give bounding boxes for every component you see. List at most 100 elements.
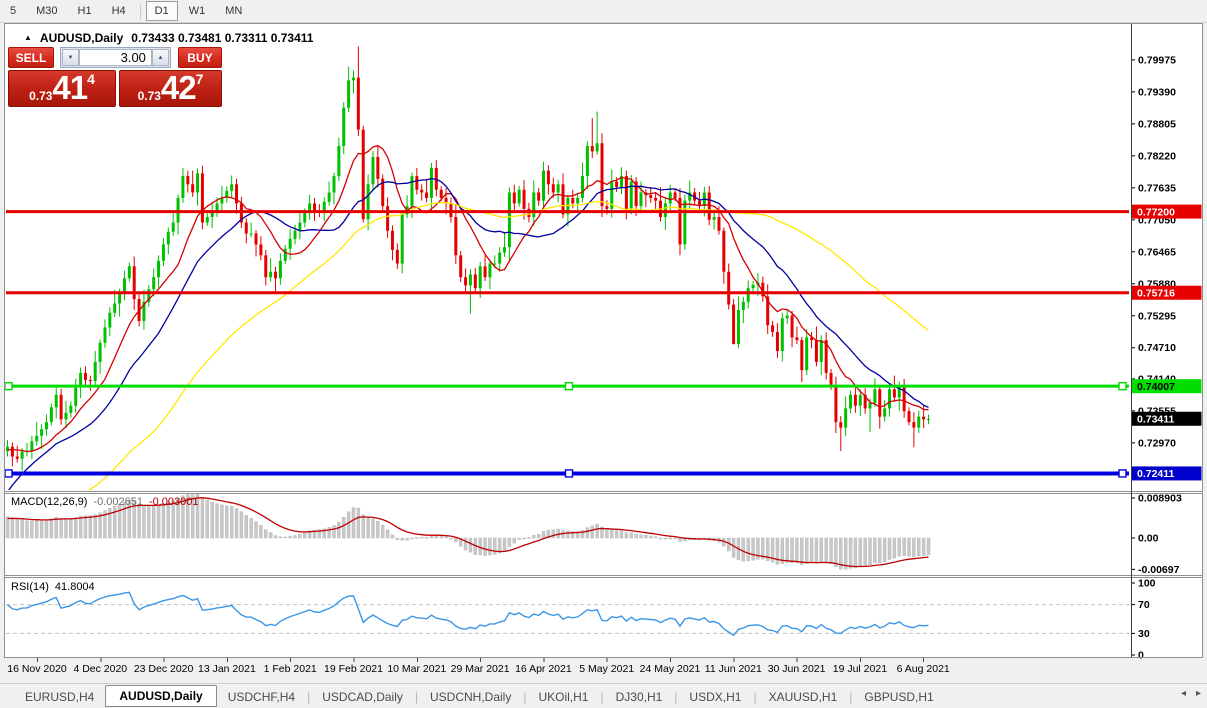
axis-labels: 0.799750.793900.788050.782200.776350.770… xyxy=(1131,54,1202,662)
svg-text:0.77635: 0.77635 xyxy=(1138,182,1176,194)
chart-tab-usdcad-daily[interactable]: USDCAD,Daily xyxy=(322,689,403,704)
chart-tab-usdx-h1[interactable]: USDX,H1 xyxy=(689,689,742,704)
toolbar-separator xyxy=(139,3,141,19)
moving-average-lines xyxy=(7,144,929,490)
tab-scroll-left-icon[interactable]: ◂ xyxy=(1180,688,1186,699)
time-axis-label: 10 Mar 2021 xyxy=(387,663,447,675)
svg-text:0.008903: 0.008903 xyxy=(1138,492,1182,504)
rsi-name: RSI(14) xyxy=(11,581,49,593)
timeframe-button-m30[interactable]: M30 xyxy=(36,5,58,17)
price-badge xyxy=(1131,285,1202,300)
time-axis-label: 11 Jun 2021 xyxy=(704,663,762,675)
tab-scroll-right-icon[interactable]: ▸ xyxy=(1195,688,1201,699)
hline-drag-handle[interactable] xyxy=(564,381,574,391)
chart-tab-gbpusd-h1[interactable]: GBPUSD,H1 xyxy=(864,689,934,704)
sell-price-prefix: 0.73 xyxy=(29,89,53,103)
hline-drag-handle[interactable] xyxy=(4,469,13,478)
tab-separator: | xyxy=(307,689,311,704)
rsi-indicator-label: RSI(14) 41.8004 xyxy=(11,581,95,593)
volume-spinner: ▼ 3.00 ▲ xyxy=(59,47,171,68)
svg-text:30: 30 xyxy=(1138,628,1150,640)
candlestick-series xyxy=(6,46,930,471)
volume-decrease-icon[interactable]: ▼ xyxy=(61,49,79,66)
hline-drag-handle[interactable] xyxy=(4,381,13,391)
chart-tab-dj30-h1[interactable]: DJ30,H1 xyxy=(615,689,663,704)
chart-tab-bar: EURUSD,H4 AUDUSD,Daily USDCHF,H4 | USDCAD,Da… xyxy=(0,683,1207,708)
svg-text:-0.00697: -0.00697 xyxy=(1138,564,1180,576)
svg-text:0.78220: 0.78220 xyxy=(1138,150,1176,162)
svg-text:0.74710: 0.74710 xyxy=(1138,342,1176,354)
macd-name: MACD(12,26,9) xyxy=(11,496,88,508)
rsi-value: 41.8004 xyxy=(54,581,95,593)
time-axis-label: 23 Dec 2020 xyxy=(133,663,194,675)
svg-text:0.74007: 0.74007 xyxy=(1137,381,1175,393)
hline-drag-handle[interactable] xyxy=(1118,381,1127,391)
chart-tab-audusd-daily[interactable]: AUDUSD,Daily xyxy=(105,684,217,707)
volume-increase-icon[interactable]: ▲ xyxy=(151,49,169,66)
chart-tab-ukoil-h1[interactable]: UKOil,H1 xyxy=(538,689,589,704)
timeframe-button-w1[interactable]: W1 xyxy=(188,5,206,17)
tab-separator: | xyxy=(523,689,527,704)
sell-price-sup: 4 xyxy=(87,71,95,87)
time-axis-label: 16 Apr 2021 xyxy=(515,663,572,675)
price-badge xyxy=(1131,379,1202,394)
svg-text:0: 0 xyxy=(1138,650,1144,662)
svg-text:0.72970: 0.72970 xyxy=(1138,437,1176,449)
hline-drag-handle[interactable] xyxy=(1118,469,1127,478)
chart-title-row: ▲ AUDUSD,Daily 0.73433 0.73481 0.73311 0… xyxy=(24,31,313,45)
macd-histogram xyxy=(5,493,931,570)
svg-text:0.00: 0.00 xyxy=(1138,533,1159,545)
svg-text:70: 70 xyxy=(1138,599,1150,611)
time-axis-label: 19 Feb 2021 xyxy=(324,663,383,675)
svg-text:0.75295: 0.75295 xyxy=(1138,310,1176,322)
timeframe-button-d1[interactable]: D1 xyxy=(145,1,178,21)
sell-price-big: 41 xyxy=(52,69,88,106)
time-axis-label: 13 Jan 2021 xyxy=(197,663,256,675)
price-axis[interactable] xyxy=(1131,24,1203,657)
chart-ohlc-values: 0.73433 0.73481 0.73311 0.73411 xyxy=(131,31,314,45)
price-badge xyxy=(1131,411,1202,426)
svg-text:0.79390: 0.79390 xyxy=(1138,86,1176,98)
timeframe-button-h1[interactable]: H1 xyxy=(77,5,92,17)
chart-tab-eurusd-h4[interactable]: EURUSD,H4 xyxy=(25,689,95,704)
timeframe-toolbar: 5 M30 H1 H4 D1 W1 MN xyxy=(0,0,1207,23)
timeframe-button-h4[interactable]: H4 xyxy=(111,5,126,17)
macd-main-value: -0.002651 xyxy=(93,496,143,508)
one-click-trade-panel: SELL ▼ 3.00 ▲ BUY 0.73 41 4 0.73 42 7 xyxy=(8,47,222,107)
buy-button[interactable]: BUY xyxy=(177,47,222,68)
time-axis-label: 1 Feb 2021 xyxy=(263,663,317,675)
chart-tab-usdcnh-daily[interactable]: USDCNH,Daily xyxy=(430,689,512,704)
collapse-panel-icon[interactable]: ▲ xyxy=(24,33,32,42)
chart-tab-usdchf-h4[interactable]: USDCHF,H4 xyxy=(227,689,296,704)
timeframe-button-mn[interactable]: MN xyxy=(225,5,243,17)
price-badge xyxy=(1131,466,1202,481)
svg-text:0.72411: 0.72411 xyxy=(1137,468,1175,480)
horizontal-line-objects[interactable] xyxy=(4,210,1129,478)
rsi-line xyxy=(7,591,929,637)
tab-separator: | xyxy=(849,689,853,704)
tab-separator: | xyxy=(414,689,418,704)
svg-text:0.77200: 0.77200 xyxy=(1137,206,1175,218)
tab-scroll-arrows: ◂ ▸ xyxy=(1181,688,1201,699)
chart-tab-xauusd-h1[interactable]: XAUUSD,H1 xyxy=(768,689,838,704)
time-axis-label: 19 Jul 2021 xyxy=(832,663,888,675)
hline-drag-handle[interactable] xyxy=(564,469,574,478)
chart-symbol-period: AUDUSD,Daily xyxy=(39,31,124,45)
svg-text:100: 100 xyxy=(1138,578,1156,590)
buy-price-sup: 7 xyxy=(195,71,204,87)
buy-price-button[interactable]: 0.73 42 7 xyxy=(119,70,222,107)
svg-text:0.73411: 0.73411 xyxy=(1137,414,1175,426)
sell-button[interactable]: SELL xyxy=(8,47,54,68)
buy-price-big: 42 xyxy=(160,69,197,106)
window-frame xyxy=(4,23,1203,662)
volume-input[interactable]: 3.00 xyxy=(78,49,152,66)
macd-signal-line xyxy=(7,497,929,568)
time-axis-label: 5 May 2021 xyxy=(579,663,635,675)
time-axis-label: 29 Mar 2021 xyxy=(450,663,510,675)
sell-price-button[interactable]: 0.73 41 4 xyxy=(8,70,116,107)
tab-separator: | xyxy=(600,689,604,704)
time-axis-label: 4 Dec 2020 xyxy=(73,663,128,675)
timeframe-button-5[interactable]: 5 xyxy=(10,5,17,17)
time-axis-label: 16 Nov 2020 xyxy=(7,663,67,675)
